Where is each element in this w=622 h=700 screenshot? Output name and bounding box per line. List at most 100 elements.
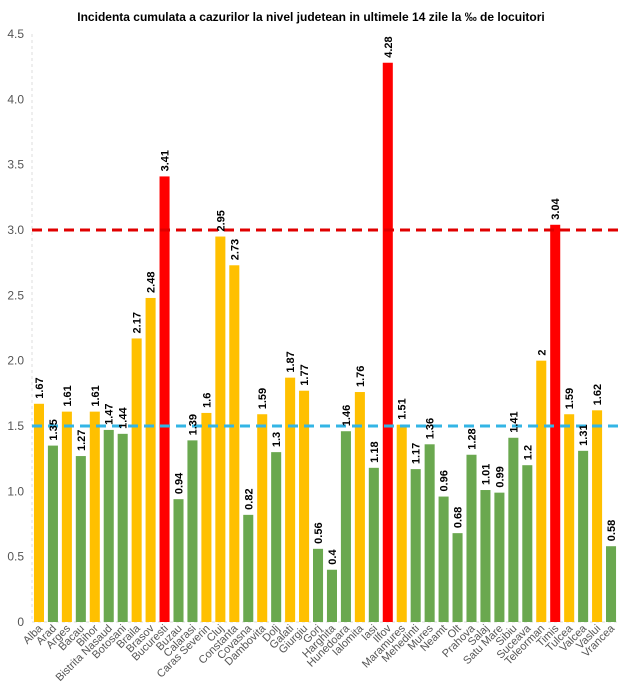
- bar: [47, 445, 58, 622]
- value-label: 1.51: [397, 398, 409, 419]
- y-tick-label: 4.5: [7, 27, 24, 41]
- value-label: 1.28: [467, 428, 479, 449]
- reference-lines: [32, 228, 618, 428]
- bars: [33, 62, 617, 623]
- chart-title: Incidenta cumulata a cazurilor la nivel …: [77, 10, 544, 24]
- value-label: 1.17: [411, 443, 423, 464]
- value-label: 3.04: [550, 197, 562, 219]
- bar: [117, 433, 128, 622]
- bar: [145, 297, 156, 622]
- value-label: 0.56: [313, 522, 325, 543]
- value-label: 1.77: [299, 364, 311, 385]
- bar: [215, 236, 226, 623]
- bar: [326, 569, 337, 622]
- axes: 0 0.5 1.0 1.5 2.0 2.5 3.0 3.5 4.0 4.5: [7, 27, 618, 629]
- bar: [606, 546, 617, 622]
- value-label: 2: [536, 350, 548, 356]
- value-label: 0.58: [606, 520, 618, 541]
- bar: [578, 450, 589, 622]
- value-label: 4.28: [383, 36, 395, 57]
- bar: [480, 490, 491, 622]
- bar: [340, 431, 351, 622]
- bar: [564, 414, 575, 622]
- value-label: 3.41: [160, 150, 172, 171]
- bar: [368, 467, 379, 622]
- bar: [382, 62, 393, 623]
- value-label: 1.27: [76, 430, 88, 451]
- value-label: 1.61: [62, 385, 74, 406]
- y-tick-label: 3.0: [7, 223, 24, 237]
- value-label: 1.35: [48, 419, 60, 440]
- bar: [494, 492, 505, 622]
- y-tick-label: 3.5: [7, 158, 24, 172]
- value-label: 1.47: [104, 403, 116, 424]
- value-label: 0.4: [327, 549, 339, 565]
- value-label: 2.95: [215, 210, 227, 231]
- value-label: 1.59: [564, 388, 576, 409]
- bar: [159, 176, 170, 622]
- value-label: 1.31: [578, 424, 590, 445]
- y-tick-label: 2.0: [7, 354, 24, 368]
- value-label: 1.01: [480, 464, 492, 485]
- bar: [131, 338, 142, 622]
- bar: [61, 411, 72, 622]
- bar: [466, 454, 477, 622]
- value-labels: 1.671.351.611.271.611.47 1.442.172.483.41…: [34, 36, 618, 564]
- bar: [396, 424, 407, 622]
- bar: [536, 360, 547, 622]
- value-label: 1.46: [341, 405, 353, 426]
- bar: [313, 548, 324, 622]
- value-label: 1.2: [522, 445, 534, 460]
- bar: [522, 465, 533, 622]
- value-label: 0.94: [174, 472, 186, 494]
- value-label: 0.82: [243, 488, 255, 509]
- bar: [299, 390, 310, 622]
- bar: [257, 414, 268, 622]
- bar: [424, 444, 435, 622]
- y-tick-label: 0: [17, 615, 24, 629]
- bar: [187, 440, 198, 622]
- bar: [75, 456, 86, 622]
- value-label: 2.17: [132, 312, 144, 333]
- y-tick-label: 0.5: [7, 550, 24, 564]
- value-label: 1.36: [425, 418, 437, 439]
- value-label: 1.44: [118, 407, 130, 429]
- bar: [103, 429, 114, 622]
- bar: [201, 412, 212, 622]
- bar: [438, 496, 449, 622]
- bar: [173, 499, 184, 622]
- value-label: 1.62: [592, 384, 604, 405]
- bar: [285, 377, 296, 622]
- value-label: 1.18: [369, 441, 381, 462]
- value-label: 1.3: [271, 432, 283, 447]
- bar: [354, 392, 365, 622]
- y-tick-label: 4.0: [7, 92, 24, 106]
- y-tick-label: 2.5: [7, 288, 24, 302]
- value-label: 1.87: [285, 351, 297, 372]
- bar: [452, 533, 463, 622]
- bar: [89, 411, 100, 622]
- bar: [229, 265, 240, 622]
- bar: [243, 514, 254, 622]
- y-tick-label: 1.0: [7, 484, 24, 498]
- value-label: 1.41: [508, 411, 520, 432]
- bar: [33, 403, 44, 622]
- value-label: 1.6: [201, 393, 213, 408]
- value-label: 1.76: [355, 366, 367, 387]
- value-label: 1.61: [90, 385, 102, 406]
- value-label: 2.48: [146, 272, 158, 293]
- value-label: 0.96: [439, 470, 451, 491]
- y-tick-label: 1.5: [7, 419, 24, 433]
- value-label: 1.67: [34, 377, 46, 398]
- value-label: 2.73: [229, 239, 241, 260]
- bar: [410, 469, 421, 622]
- bar: [508, 437, 519, 622]
- value-label: 0.99: [494, 466, 506, 487]
- value-label: 0.68: [453, 507, 465, 528]
- value-label: 1.59: [257, 388, 269, 409]
- bar: [271, 452, 282, 622]
- bar: [592, 410, 603, 622]
- value-label: 1.39: [187, 414, 199, 435]
